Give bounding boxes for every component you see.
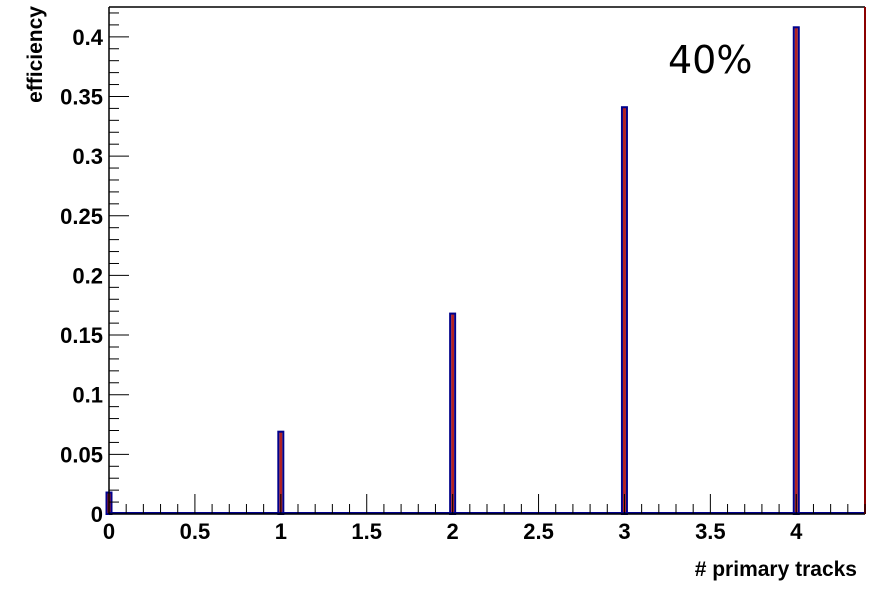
x-tick-label: 1 — [275, 519, 287, 544]
bar-fill — [451, 313, 455, 514]
x-tick-label: 0.5 — [180, 519, 211, 544]
y-tick-label: 0.35 — [60, 84, 103, 109]
bar — [449, 312, 457, 515]
annotation-label: 40% — [668, 38, 752, 82]
x-tick-label: 1.5 — [351, 519, 382, 544]
y-tick-label: 0.1 — [72, 383, 103, 408]
bar-fill — [622, 107, 626, 514]
bar — [792, 26, 800, 516]
y-tick-label: 0.05 — [60, 442, 103, 467]
x-tick-label: 0 — [103, 519, 115, 544]
x-tick-label: 2.5 — [523, 519, 554, 544]
x-axis-title: # primary tracks — [695, 558, 857, 581]
x-tick-label: 3.5 — [695, 519, 726, 544]
x-tick-label: 2 — [447, 519, 459, 544]
y-tick-label: 0.15 — [60, 323, 103, 348]
x-tick-label: 4 — [790, 519, 803, 544]
bar-fill — [279, 431, 283, 514]
bar-fill — [794, 27, 798, 515]
bar — [620, 106, 628, 515]
x-tick-label: 3 — [618, 519, 630, 544]
y-tick-label: 0 — [91, 502, 103, 527]
y-tick-label: 0.2 — [72, 263, 103, 288]
y-axis-title: efficiency — [24, 6, 47, 103]
axes-layer: 0 0.05 0.1 0.15 0.2 0.25 0.3 0.35 0.4 0 0.5 1 1.5 2 2.… — [60, 6, 866, 544]
y-tick-label: 0.4 — [72, 25, 103, 50]
y-tick-label: 0.3 — [72, 144, 103, 169]
bars-layer — [105, 26, 800, 516]
y-tick-label: 0.25 — [60, 204, 103, 229]
